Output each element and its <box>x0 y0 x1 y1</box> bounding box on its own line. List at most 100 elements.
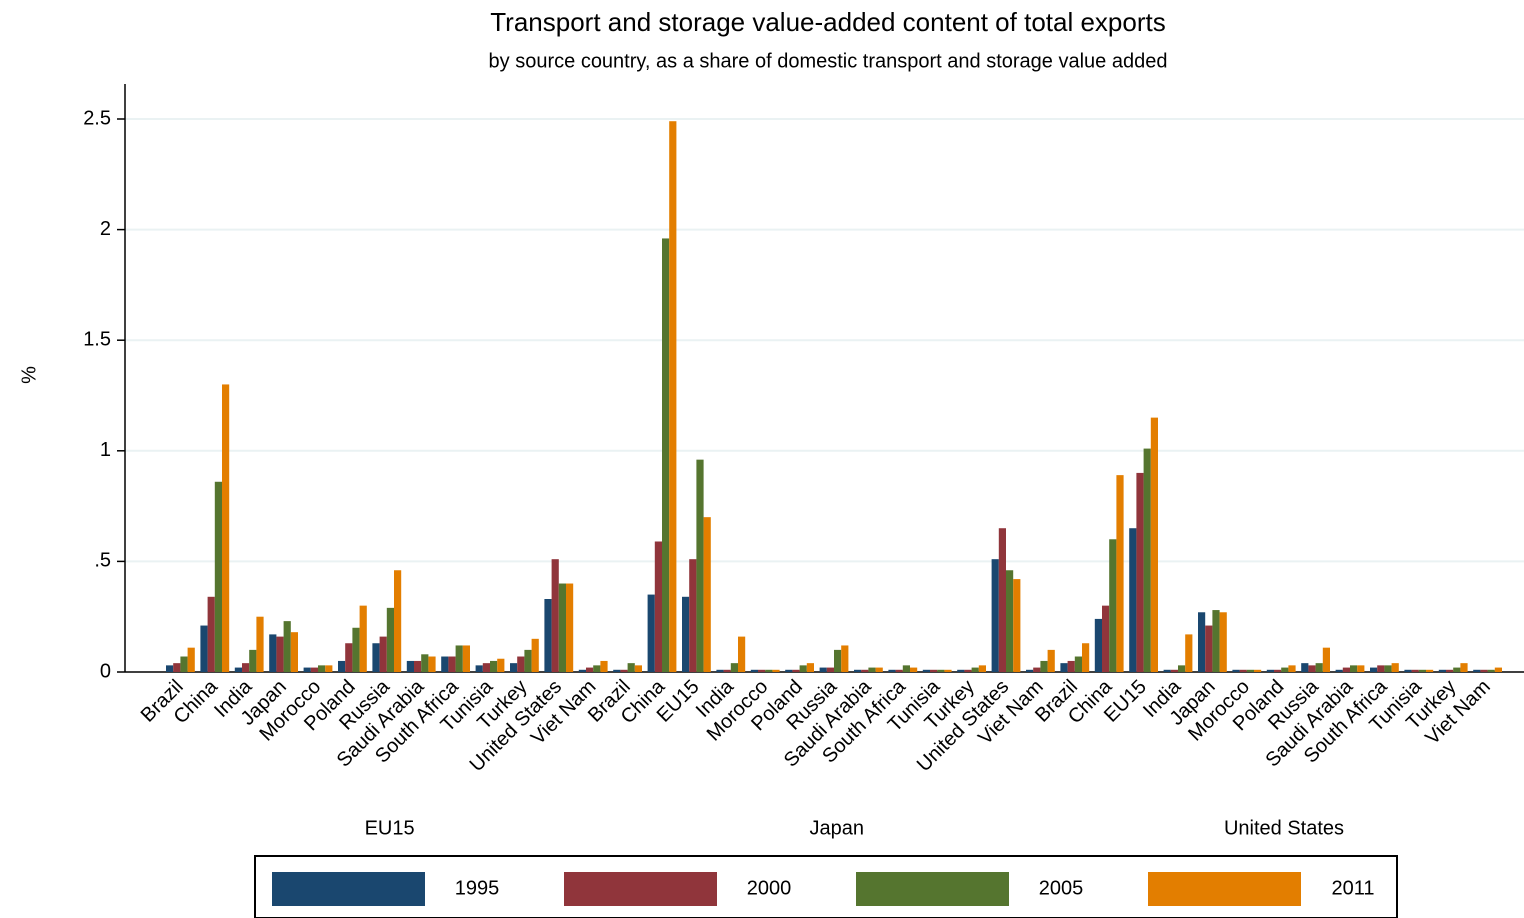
group-label: EU15 <box>365 817 415 839</box>
group-label: United States <box>1224 817 1344 839</box>
bar <box>1094 618 1102 672</box>
bar <box>1254 669 1262 672</box>
bar <box>1185 634 1193 672</box>
bar <box>1205 625 1213 672</box>
legend-label: 2000 <box>747 877 792 899</box>
chart-subtitle: by source country, as a share of domesti… <box>489 50 1168 72</box>
bar <box>696 459 704 672</box>
bar <box>1384 665 1392 672</box>
bar <box>1391 663 1399 672</box>
bar <box>1060 663 1068 672</box>
bar <box>200 625 208 672</box>
bar <box>421 654 429 672</box>
bar <box>1460 663 1468 672</box>
bar <box>1281 667 1289 672</box>
legend-label: 2011 <box>1331 877 1374 899</box>
bar <box>462 645 470 672</box>
bar <box>772 669 780 672</box>
bar <box>1308 665 1316 672</box>
bar <box>627 663 635 672</box>
bar <box>1102 605 1110 672</box>
bar <box>173 663 181 672</box>
y-axis-label: % <box>18 366 40 384</box>
bar <box>338 660 346 672</box>
bar <box>1129 528 1137 672</box>
bar <box>620 669 628 672</box>
bar <box>1143 448 1151 672</box>
bar <box>662 238 670 672</box>
bar <box>1026 669 1034 672</box>
bar <box>1198 612 1206 672</box>
bar <box>490 660 498 672</box>
bar <box>758 669 766 672</box>
bar <box>448 656 456 672</box>
bar <box>964 669 972 672</box>
bar <box>318 665 326 672</box>
bar <box>600 660 608 672</box>
bar <box>703 517 711 672</box>
bar <box>765 669 773 672</box>
bar <box>689 559 697 672</box>
bar <box>861 669 869 672</box>
legend-swatch <box>272 872 425 906</box>
bar <box>566 583 574 672</box>
bar <box>586 667 594 672</box>
bar <box>1266 669 1274 672</box>
bar <box>1178 665 1186 672</box>
legend-label: 1995 <box>455 877 500 899</box>
bar <box>826 667 834 672</box>
bar <box>875 667 883 672</box>
bar <box>682 596 690 672</box>
bar <box>785 669 793 672</box>
legend-swatch <box>856 872 1009 906</box>
y-tick-label: 1 <box>100 439 111 461</box>
bar <box>1067 660 1075 672</box>
bar <box>792 669 800 672</box>
bar <box>1357 665 1365 672</box>
bar <box>716 669 724 672</box>
bar <box>1116 475 1124 672</box>
bar <box>1212 610 1220 672</box>
y-tick-label: .5 <box>94 550 111 572</box>
bar <box>634 665 642 672</box>
bar <box>372 643 380 672</box>
bar <box>214 481 222 672</box>
bar <box>180 656 188 672</box>
bar <box>593 665 601 672</box>
bar <box>834 649 842 672</box>
bar <box>1315 663 1323 672</box>
bar <box>497 658 505 672</box>
bar <box>723 669 731 672</box>
bar <box>242 663 250 672</box>
bar <box>455 645 463 672</box>
bar <box>957 669 965 672</box>
bar <box>482 663 490 672</box>
bar <box>1301 663 1309 672</box>
bar <box>1239 669 1247 672</box>
bar <box>1453 667 1461 672</box>
bar <box>544 599 552 672</box>
bar <box>1487 669 1495 672</box>
bar <box>1411 669 1419 672</box>
bar <box>978 665 986 672</box>
bar <box>1232 669 1240 672</box>
bar <box>517 656 525 672</box>
bar <box>799 665 807 672</box>
bar <box>1473 669 1481 672</box>
bar <box>902 665 910 672</box>
bar <box>730 663 738 672</box>
bar <box>1006 570 1014 672</box>
bar <box>352 627 360 672</box>
bar <box>1040 660 1048 672</box>
bar <box>187 647 195 672</box>
bar <box>647 594 655 672</box>
bar <box>406 660 414 672</box>
bar <box>166 665 174 672</box>
bar <box>1033 667 1041 672</box>
bar <box>414 660 422 672</box>
legend-swatch <box>1148 872 1301 906</box>
bar <box>613 669 621 672</box>
bar <box>1370 667 1378 672</box>
bar <box>531 638 539 672</box>
